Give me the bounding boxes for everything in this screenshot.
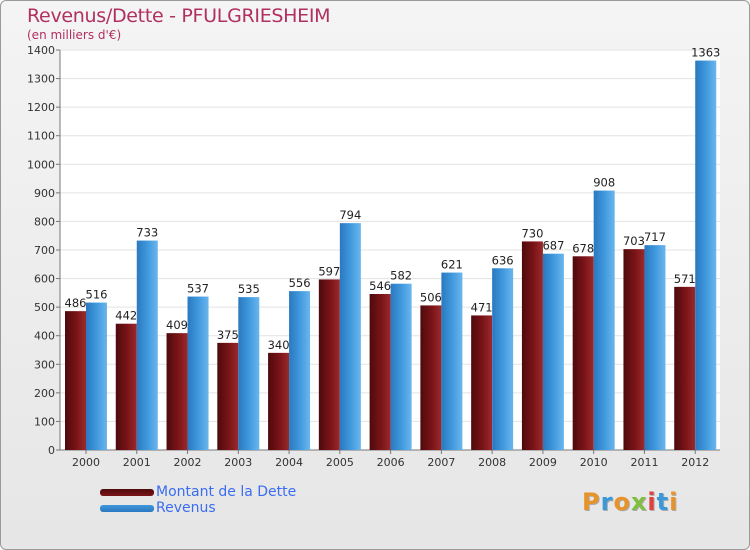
x-tick-label: 2010 (580, 456, 608, 469)
bar-revenus-2006 (390, 283, 412, 450)
data-label-dette-2003: 375 (217, 328, 239, 342)
bar-dette-2009 (521, 241, 543, 450)
bar-dette-2010 (572, 256, 594, 450)
bar-dette-2000 (65, 311, 86, 450)
y-tick-label: 1000 (27, 158, 55, 171)
bar-dette-2012 (674, 286, 696, 450)
bar-dette-2004 (268, 352, 290, 450)
y-tick-label: 0 (48, 444, 55, 457)
legend-swatch-dette (100, 488, 154, 496)
data-label-dette-2010: 678 (572, 241, 594, 255)
data-label-revenus-2002: 537 (187, 282, 209, 296)
y-tick-label: 200 (34, 387, 55, 400)
x-tick-label: 2002 (174, 456, 202, 469)
x-tick-label: 2001 (123, 456, 151, 469)
x-tick-label: 2008 (478, 456, 506, 469)
bar-revenus-2007 (441, 272, 463, 450)
x-tick-label: 2011 (630, 456, 658, 469)
y-tick-label: 800 (34, 215, 55, 228)
logo-letter: i (647, 488, 657, 516)
proxiti-logo: Proxiti (582, 488, 678, 516)
y-tick-label: 1300 (27, 73, 55, 86)
x-tick-label: 2009 (529, 456, 557, 469)
legend-item-dette: Montant de la Dette (100, 484, 296, 500)
data-label-dette-2008: 471 (471, 300, 493, 314)
data-label-revenus-2007: 621 (441, 258, 463, 272)
legend-label-revenus: Revenus (156, 500, 216, 516)
logo-letter: x (630, 488, 648, 516)
bar-dette-2008 (471, 315, 493, 450)
y-tick-label: 400 (34, 330, 55, 343)
bar-revenus-2009 (542, 253, 564, 450)
legend: Montant de la Dette Revenus (100, 484, 296, 516)
chart-subtitle: (en milliers d'€) (27, 28, 122, 42)
x-tick-label: 2005 (326, 456, 354, 469)
data-label-dette-2009: 730 (521, 226, 543, 240)
data-label-dette-2004: 340 (268, 338, 290, 352)
bar-revenus-2010 (593, 190, 615, 451)
y-tick-label: 600 (34, 273, 55, 286)
y-tick-label: 100 (34, 415, 55, 428)
y-tick-label: 900 (34, 187, 55, 200)
data-label-dette-2000: 486 (65, 296, 87, 310)
bar-revenus-2002 (187, 296, 209, 450)
data-label-dette-2006: 546 (369, 279, 391, 293)
data-label-revenus-2009: 687 (542, 239, 564, 253)
bar-revenus-2011 (644, 245, 666, 450)
bar-dette-2005 (318, 279, 340, 450)
x-tick-label: 2007 (427, 456, 455, 469)
legend-swatch-revenus (100, 504, 154, 512)
data-label-revenus-2011: 717 (644, 230, 666, 244)
y-tick-label: 300 (34, 358, 55, 371)
chart-title: Revenus/Dette - PFULGRIESHEIM (27, 5, 331, 27)
data-label-dette-2007: 506 (420, 290, 442, 304)
data-label-dette-2002: 409 (166, 318, 188, 332)
bar-dette-2006 (369, 294, 391, 450)
logo-letter: i (669, 488, 679, 516)
bar-revenus-2001 (136, 240, 158, 450)
bar-dette-2001 (115, 323, 137, 450)
data-label-revenus-2005: 794 (339, 208, 361, 222)
data-label-dette-2011: 703 (623, 234, 645, 248)
legend-item-revenus: Revenus (100, 500, 296, 516)
x-tick-label: 2012 (681, 456, 709, 469)
x-tick-label: 2004 (275, 456, 303, 469)
legend-label-dette: Montant de la Dette (156, 484, 297, 500)
bar-dette-2002 (166, 333, 188, 450)
bar-revenus-2004 (289, 291, 311, 450)
data-label-revenus-2003: 535 (238, 282, 260, 296)
data-label-revenus-2012: 1363 (691, 46, 720, 60)
bar-dette-2011 (623, 249, 645, 450)
bar-revenus-2003 (238, 297, 260, 450)
bar-revenus-2005 (339, 223, 361, 450)
bar-dette-2007 (420, 305, 442, 450)
logo-letter: o (613, 488, 631, 516)
y-tick-label: 1200 (27, 101, 55, 114)
data-label-dette-2005: 597 (318, 264, 340, 278)
bar-revenus-2008 (492, 268, 514, 450)
bar-revenus-2012 (695, 60, 717, 450)
data-label-revenus-2001: 733 (136, 226, 158, 240)
bar-revenus-2000 (86, 302, 107, 450)
data-label-dette-2001: 442 (115, 309, 137, 323)
y-tick-label: 1100 (27, 130, 55, 143)
x-tick-label: 2006 (377, 456, 405, 469)
logo-letter: t (656, 488, 670, 516)
x-tick-label: 2003 (224, 456, 252, 469)
data-label-revenus-2000: 516 (86, 288, 108, 302)
y-tick-label: 700 (34, 244, 55, 257)
data-label-revenus-2010: 908 (593, 176, 615, 190)
y-tick-label: 500 (34, 301, 55, 314)
x-tick-label: 2000 (72, 456, 100, 469)
data-label-revenus-2004: 556 (289, 276, 311, 290)
bar-dette-2003 (217, 342, 239, 450)
logo-letter: r (600, 488, 614, 516)
data-label-revenus-2006: 582 (390, 269, 412, 283)
y-tick-label: 1400 (27, 44, 55, 57)
data-label-revenus-2008: 636 (492, 253, 514, 267)
logo-letter: P (582, 488, 601, 516)
data-label-dette-2012: 571 (674, 272, 696, 286)
